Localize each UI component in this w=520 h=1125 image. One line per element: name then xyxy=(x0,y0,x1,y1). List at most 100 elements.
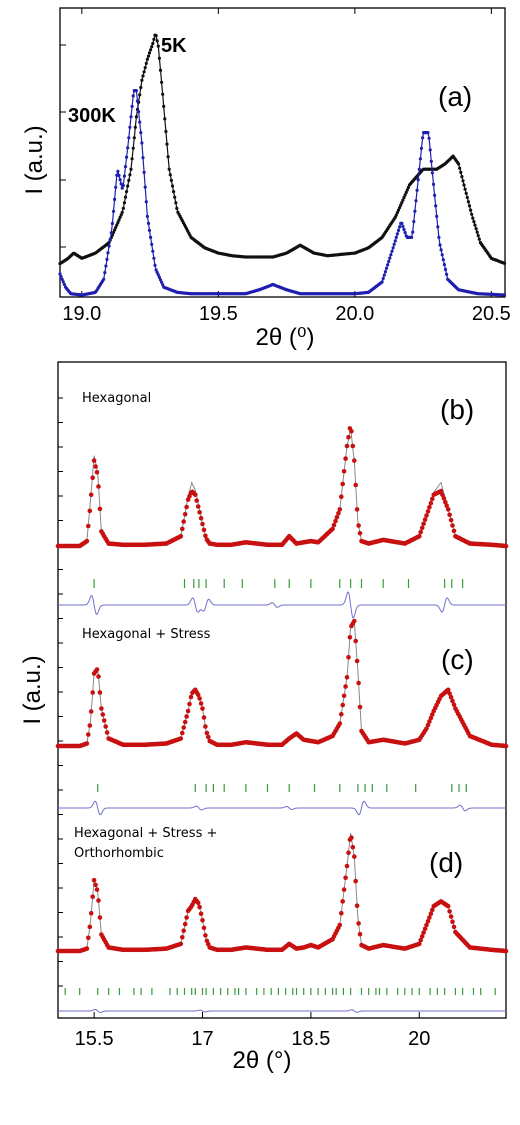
observed-point xyxy=(198,701,204,706)
observed-point xyxy=(204,730,210,736)
data-point-a xyxy=(390,249,394,253)
fit-label-b: Hexagonal xyxy=(82,391,151,406)
observed-point xyxy=(344,443,350,449)
data-point-a xyxy=(464,191,468,195)
data-point-a xyxy=(140,78,144,82)
x-tick-label-a: 20.5 xyxy=(472,303,511,325)
observed-point xyxy=(339,910,344,916)
data-point-a xyxy=(114,225,118,230)
data-point-a xyxy=(380,280,384,284)
data-point-a xyxy=(130,157,134,161)
data-point-a xyxy=(145,214,149,218)
observed-point xyxy=(96,674,101,679)
observed-point xyxy=(86,523,91,529)
observed-point xyxy=(93,882,98,888)
observed-point xyxy=(193,492,198,498)
data-point-a xyxy=(128,173,132,177)
observed-point xyxy=(200,706,205,711)
panel-label-d: (d) xyxy=(429,847,463,878)
data-point-a xyxy=(127,136,131,140)
observed-point xyxy=(185,708,191,714)
x-tick-label-a: 19.0 xyxy=(62,303,101,325)
data-point-a xyxy=(462,183,466,187)
observed-point xyxy=(357,931,363,937)
data-point-a xyxy=(152,256,156,260)
data-point-a xyxy=(413,209,417,213)
data-point-a xyxy=(472,220,476,224)
observed-point xyxy=(187,701,192,707)
panel-bcd: 15.5 17 18.5 20 Hexagonal Hexagonal + Stress H… xyxy=(19,361,509,1074)
observed-point xyxy=(86,935,91,941)
data-point-a xyxy=(394,213,398,217)
data-point-a xyxy=(441,258,445,262)
data-point-a xyxy=(116,169,120,173)
data-point-a xyxy=(387,259,391,264)
observed-point xyxy=(91,877,97,883)
observed-point xyxy=(96,484,101,489)
data-point-a xyxy=(165,142,169,146)
observed-point xyxy=(440,492,445,498)
observed-point xyxy=(352,458,357,463)
data-point-a xyxy=(391,246,395,250)
data-point-a xyxy=(149,48,153,52)
observed-points-c xyxy=(55,618,509,749)
data-point-a xyxy=(126,146,130,150)
observed-point xyxy=(430,907,435,913)
data-point-a xyxy=(138,93,142,97)
data-point-a xyxy=(139,85,143,90)
data-point-a xyxy=(442,263,446,267)
data-point-a xyxy=(127,178,131,182)
reflection-marks-b xyxy=(93,579,464,588)
panel-a: 19.0 19.5 20.0 20.5 300K 5K (a) I (a.u.) 2θ (⁰) xyxy=(21,7,511,351)
observed-point xyxy=(334,514,340,520)
x-tick-label-bcd: 18.5 xyxy=(291,1028,330,1050)
observed-point xyxy=(503,948,509,954)
data-point-a xyxy=(119,213,123,217)
observed-point xyxy=(181,519,186,524)
data-point-a xyxy=(473,223,477,227)
observed-point xyxy=(445,903,451,909)
difference-line-d xyxy=(58,1009,506,1013)
data-point-a xyxy=(399,203,403,207)
data-point-a xyxy=(470,212,474,216)
observed-point xyxy=(346,655,351,660)
observed-point xyxy=(425,509,431,514)
data-point-a xyxy=(437,235,441,239)
observed-point xyxy=(201,715,207,720)
data-point-a xyxy=(458,166,462,170)
data-point-a xyxy=(463,187,467,191)
data-point-a xyxy=(109,231,113,235)
data-point-a xyxy=(120,186,124,190)
observed-point xyxy=(346,434,351,440)
data-point-a xyxy=(146,221,151,225)
data-point-a xyxy=(104,264,108,268)
data-point-a xyxy=(438,243,442,247)
x-tick-label-a: 20.0 xyxy=(335,303,374,325)
data-point-a xyxy=(439,248,443,252)
observed-point xyxy=(451,702,457,707)
data-point-a xyxy=(174,201,178,205)
observed-point xyxy=(339,494,344,500)
observed-point xyxy=(425,722,431,728)
data-point-a xyxy=(431,182,436,186)
observed-point xyxy=(195,504,201,509)
data-point-a xyxy=(145,57,149,61)
observed-point xyxy=(101,718,107,723)
data-point-a xyxy=(144,200,148,204)
data-point-a xyxy=(155,39,159,43)
observed-point xyxy=(203,533,208,539)
observed-point xyxy=(344,863,350,869)
data-point-a xyxy=(428,148,432,152)
observed-point xyxy=(200,918,205,923)
observed-point xyxy=(451,528,457,534)
observed-point xyxy=(198,515,204,521)
observed-point xyxy=(181,725,186,730)
data-point-a xyxy=(403,231,407,235)
observed-point xyxy=(180,935,185,940)
observed-point xyxy=(180,526,185,532)
data-point-a xyxy=(383,270,387,274)
observed-point xyxy=(90,894,95,899)
data-point-a xyxy=(134,89,138,93)
observed-point xyxy=(503,743,509,749)
